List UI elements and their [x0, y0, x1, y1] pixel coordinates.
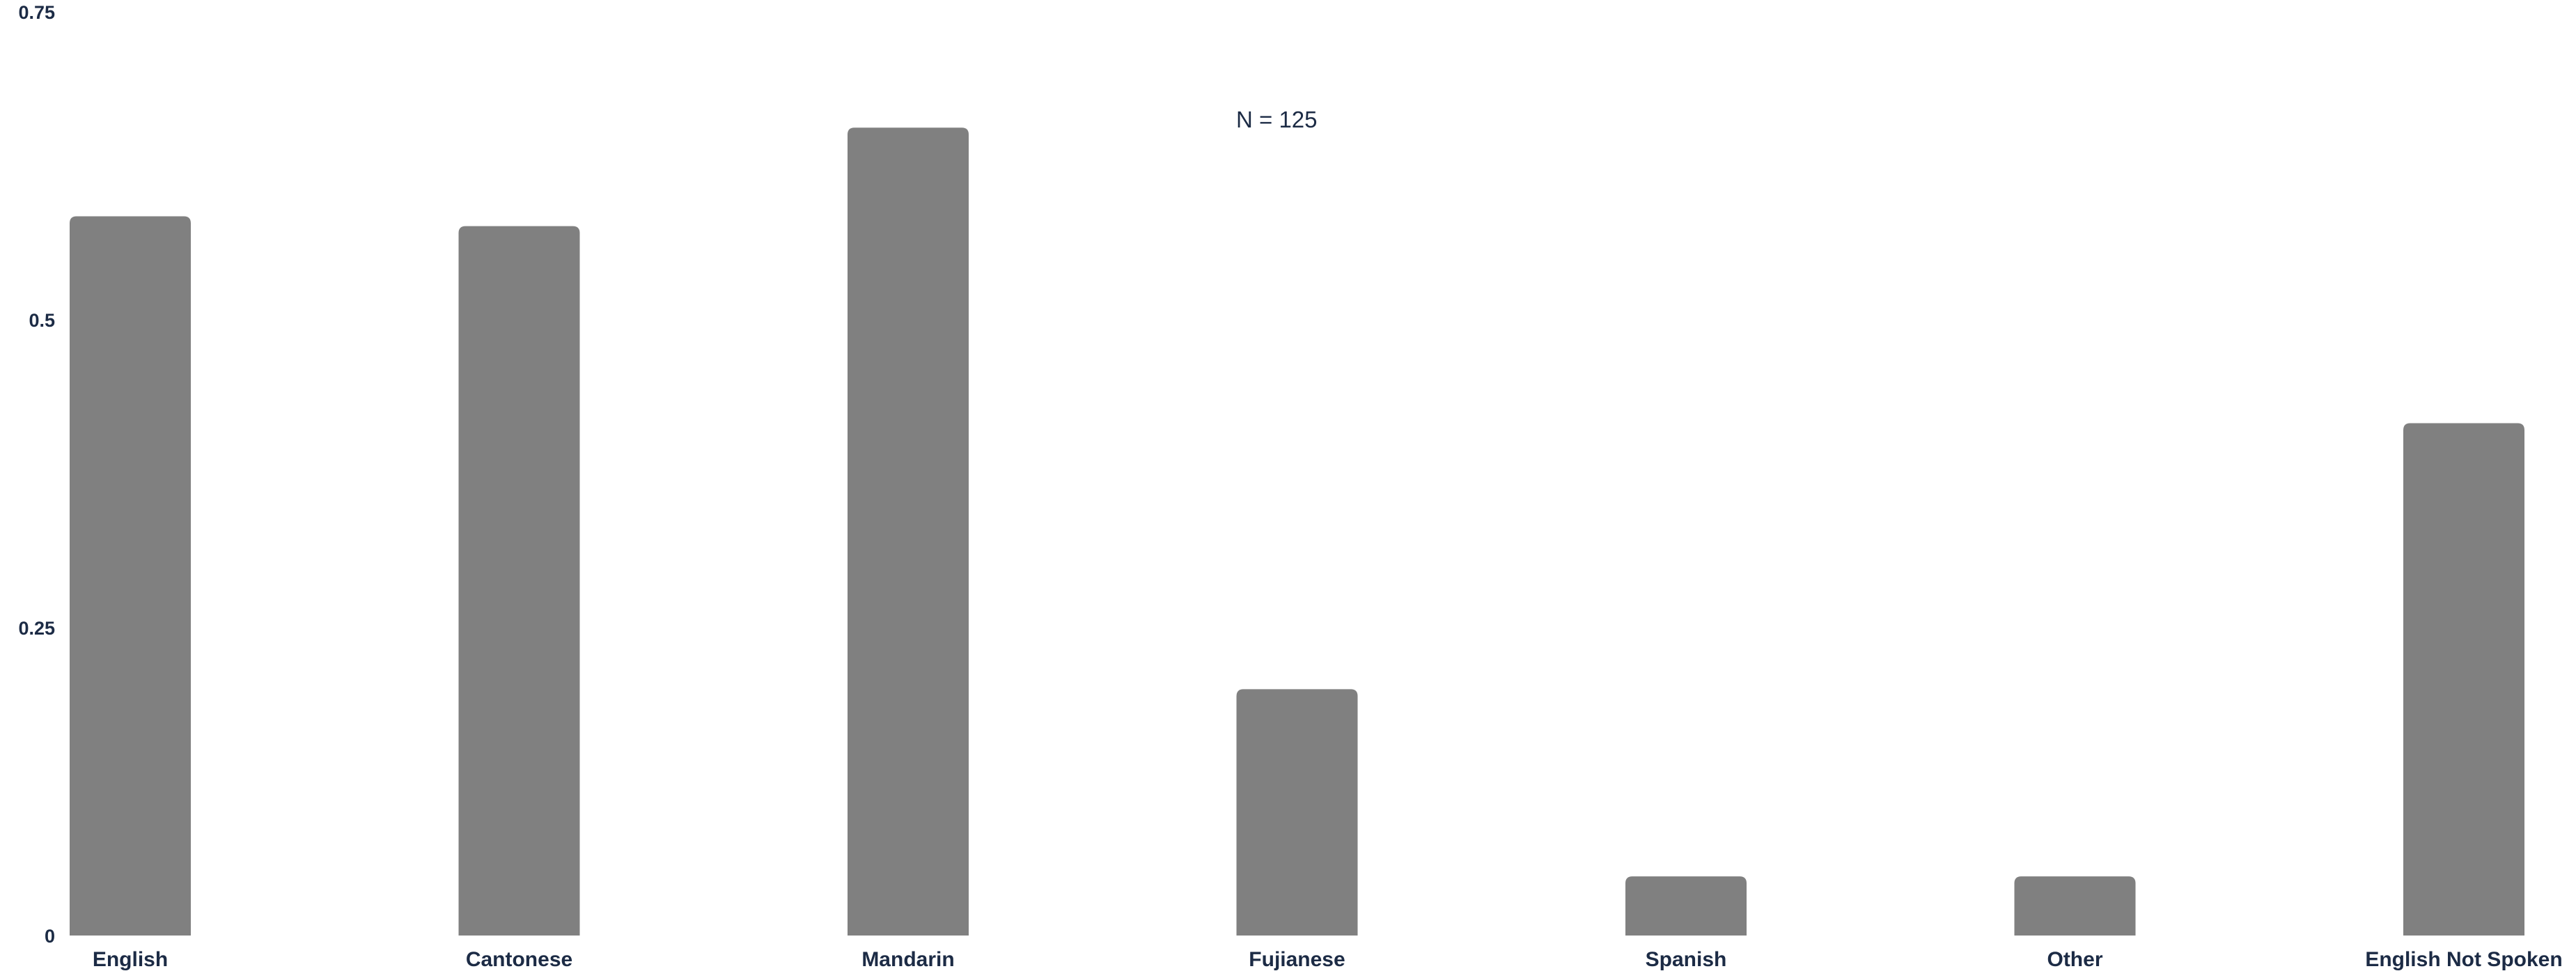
x-tick-label: Spanish: [1646, 948, 1727, 971]
bar-fujianese: [1236, 689, 1358, 936]
y-tick-label: 0.75: [18, 2, 55, 23]
y-tick-label: 0.25: [18, 618, 55, 639]
bar-english-not-spoken: [2403, 423, 2524, 936]
bar-mandarin: [848, 127, 969, 936]
x-tick-label: Other: [2047, 948, 2102, 971]
bar-spanish: [1625, 876, 1747, 936]
y-tick-label: 0: [45, 926, 55, 947]
y-axis: 0 0.25 0.5 0.75: [18, 2, 55, 947]
x-tick-label: Mandarin: [861, 948, 954, 971]
bar-english: [70, 216, 191, 936]
x-tick-label: Fujianese: [1249, 948, 1345, 971]
x-axis: English Cantonese Mandarin Fujianese Spanish…: [93, 948, 2563, 971]
y-tick-label: 0.5: [29, 310, 55, 331]
bar-other: [2014, 876, 2136, 936]
x-tick-label: Cantonese: [466, 948, 572, 971]
x-tick-label: English Not Spoken: [2365, 948, 2562, 971]
bars: [70, 127, 2524, 936]
bar-cantonese: [458, 226, 580, 936]
sample-size-annotation: N = 125: [1236, 107, 1318, 132]
x-tick-label: English: [93, 948, 168, 971]
